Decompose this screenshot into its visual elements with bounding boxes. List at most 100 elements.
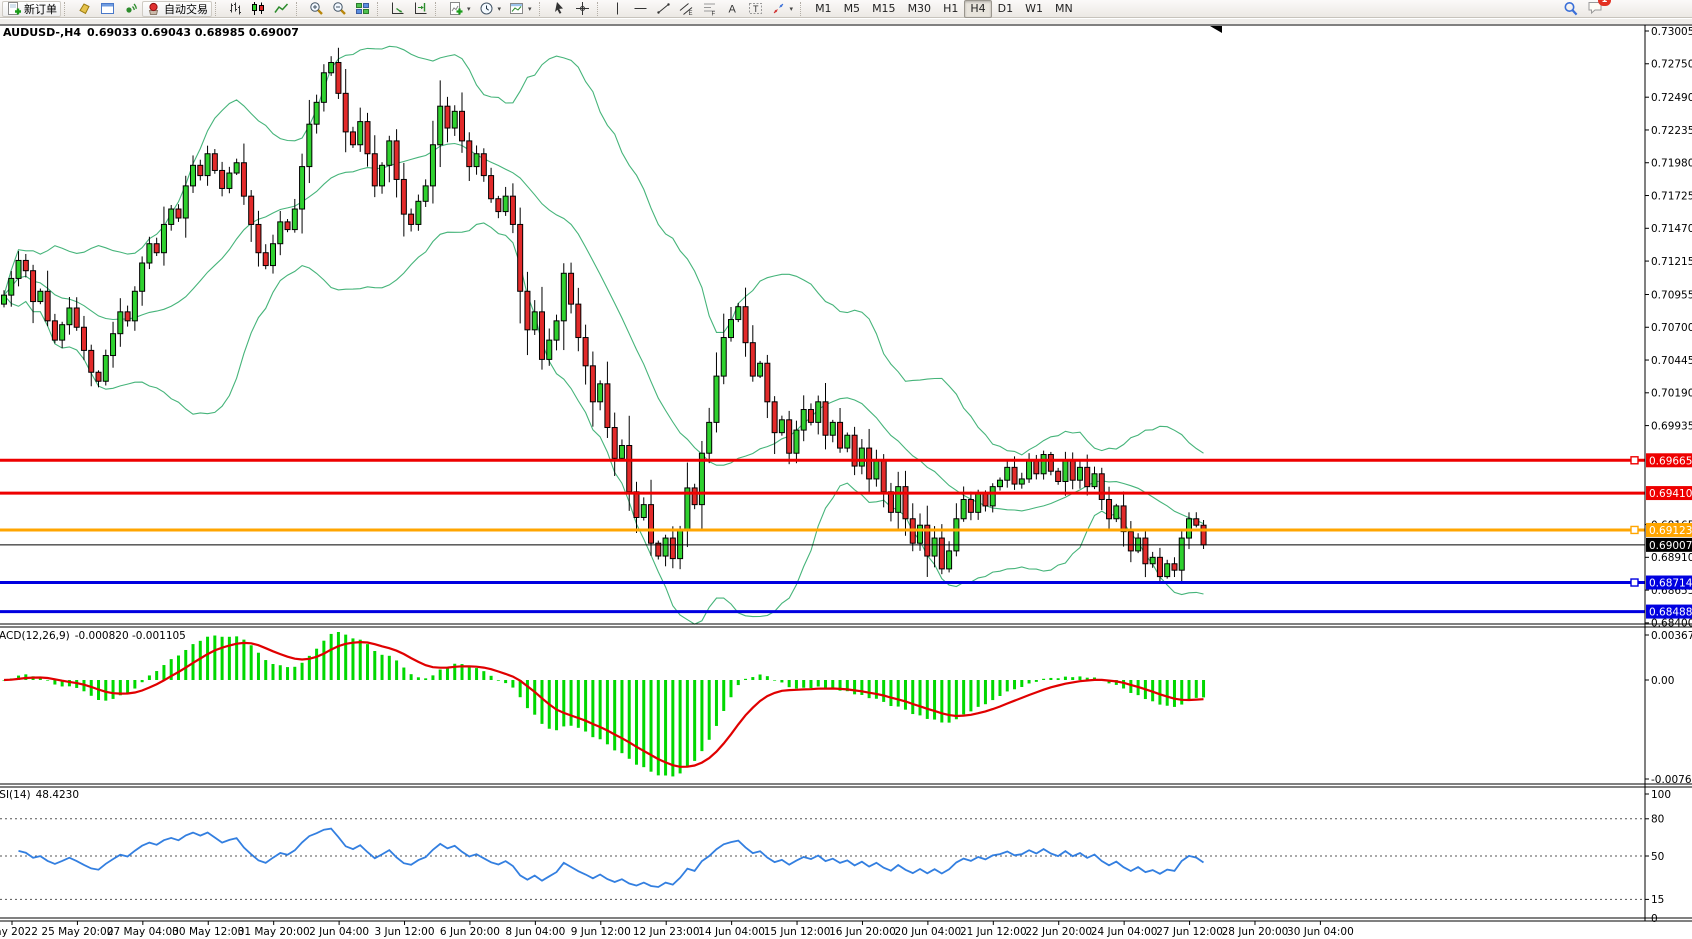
bar-chart-mode-button[interactable] [224,1,247,17]
timeframe-button-M1[interactable]: M1 [815,1,832,15]
horizontal-line-tool-button[interactable] [629,1,652,17]
timeframe-button-M5[interactable]: M5 [843,1,861,15]
svg-text:30 May 12:00: 30 May 12:00 [172,926,244,938]
candlestick-mode-button[interactable] [247,1,270,17]
zoom-out-button[interactable] [328,1,351,17]
trendline-tool-button[interactable] [652,1,675,17]
tile-windows-icon [356,3,369,14]
svg-text:0.72750: 0.72750 [1651,59,1692,71]
search-icon[interactable] [1563,1,1579,17]
arrows-tool-button[interactable]: ▾ [767,1,798,17]
new-order-icon [8,2,21,15]
dropdown-caret: ▾ [789,5,794,13]
chart-canvas[interactable]: 0.73005 0.72750 0.72490 0.72235 0.71980 0.717… [0,24,1692,939]
timeframe-button-W1[interactable]: W1 [1025,1,1043,15]
svg-text:0.69665: 0.69665 [1649,455,1692,467]
signals-button[interactable] [119,1,142,17]
autotrade-label: 自动交易 [164,3,208,16]
svg-text:28 Jun 20:00: 28 Jun 20:00 [1222,926,1289,938]
svg-text:14 Jun 04:00: 14 Jun 04:00 [698,926,765,938]
tile-windows-button[interactable] [351,1,374,17]
svg-text:30 Jun 04:00: 30 Jun 04:00 [1287,926,1354,938]
svg-text:0.003672: 0.003672 [1651,630,1692,642]
timeframe-button-M15[interactable]: M15 [872,1,896,15]
svg-text:0.71725: 0.71725 [1651,190,1692,202]
svg-text:0.70445: 0.70445 [1651,355,1692,367]
rsi-name: RSI(14) [0,789,31,801]
symbols-icon [79,3,90,15]
crosshair-tool-button[interactable] [571,1,594,17]
axis-label-0.68488 [1646,604,1692,619]
svg-text:T: T [753,4,759,14]
rsi-indicator-label: RSI(14) 48.4230 [0,789,84,801]
svg-text:0.73005: 0.73005 [1651,26,1692,38]
zoom-in-icon [310,2,323,15]
line-handle-0.69123[interactable] [1630,525,1639,535]
svg-text:31 May 20:00: 31 May 20:00 [238,926,310,938]
chart-title: AUDUSD-,H4 0.69033 0.69043 0.68985 0.6900… [3,26,305,39]
svg-text:-0.007656: -0.007656 [1651,774,1692,786]
candlestick-icon [252,2,264,15]
chart-symbol-period: AUDUSD-,H4 [3,26,82,39]
zoom-in-button[interactable] [305,1,328,17]
chart-shift-button[interactable] [409,1,432,17]
new-order-button[interactable]: 新订单 [2,0,61,17]
line-chart-mode-button[interactable] [270,1,293,17]
horizontal-lines-layer[interactable] [0,26,1645,614]
signals-icon [126,3,137,13]
svg-text:E: E [688,11,692,16]
timeframe-button-MN[interactable]: MN [1054,1,1073,15]
arrows-icon [773,3,783,14]
svg-text:22 Jun 20:00: 22 Jun 20:00 [1025,926,1092,938]
text-label-tool-button[interactable]: T [744,1,767,17]
periods-button[interactable]: ▾ [475,1,506,17]
svg-text:0.70700: 0.70700 [1651,322,1692,334]
timeframe-button-H4[interactable]: H4 [964,0,992,18]
svg-text:12 Jun 23:00: 12 Jun 23:00 [633,926,700,938]
svg-text:0.71980: 0.71980 [1651,158,1692,170]
market-window-button[interactable] [96,1,119,17]
chart-shift-marker[interactable] [1210,26,1222,33]
new-chart-icon [450,2,463,15]
new-order-label: 新订单 [24,3,57,16]
autotrade-button[interactable]: 自动交易 [142,0,212,17]
macd-signal-line [3,640,1204,768]
toolbar-separator [538,1,545,16]
symbols-button[interactable] [73,1,96,17]
svg-text:0.72490: 0.72490 [1651,92,1692,104]
svg-text:50: 50 [1651,851,1664,863]
clock-icon [480,2,493,15]
toolbar-separator [296,1,302,16]
candles-layer [1,47,1207,582]
line-handle-0.69665[interactable] [1630,456,1639,465]
svg-text:6 Jun 20:00: 6 Jun 20:00 [440,926,500,938]
timeframe-button-M30[interactable]: M30 [907,1,932,15]
timeframe-button-D1[interactable]: D1 [997,1,1014,15]
vertical-line-tool-button[interactable] [606,1,629,17]
auto-scroll-button[interactable] [386,1,409,17]
chart-shift-icon [415,2,427,14]
templates-button[interactable]: ▾ [505,1,536,17]
toolbar-separator [215,1,221,16]
axis-label-0.69665 [1646,453,1692,468]
line-handle-0.68714[interactable] [1630,578,1639,587]
svg-text:3 Jun 12:00: 3 Jun 12:00 [375,926,435,938]
svg-text:0.69935: 0.69935 [1651,420,1692,432]
svg-text:20 Jun 04:00: 20 Jun 04:00 [895,926,962,938]
svg-text:15: 15 [1651,894,1664,906]
rsi-value: 48.4230 [35,789,80,801]
svg-text:16 Jun 20:00: 16 Jun 20:00 [829,926,896,938]
price-axis[interactable]: 0.73005 0.72750 0.72490 0.72235 0.71980 0.717… [1645,26,1692,925]
svg-text:0.68488: 0.68488 [1649,607,1692,619]
svg-text:2 Jun 04:00: 2 Jun 04:00 [309,926,369,938]
channel-tool-button[interactable]: E [675,1,698,17]
text-tool-button[interactable]: A [721,1,744,17]
svg-text:0.68714: 0.68714 [1649,578,1692,590]
timeframe-button-H1[interactable]: H1 [943,1,959,15]
notifications-button[interactable]: 1 [1587,0,1611,18]
cursor-tool-button[interactable] [548,1,571,17]
new-chart-button[interactable]: ▾ [444,1,475,17]
axis-label-0.68714 [1646,575,1692,590]
fibonacci-tool-button[interactable]: F [698,1,721,17]
